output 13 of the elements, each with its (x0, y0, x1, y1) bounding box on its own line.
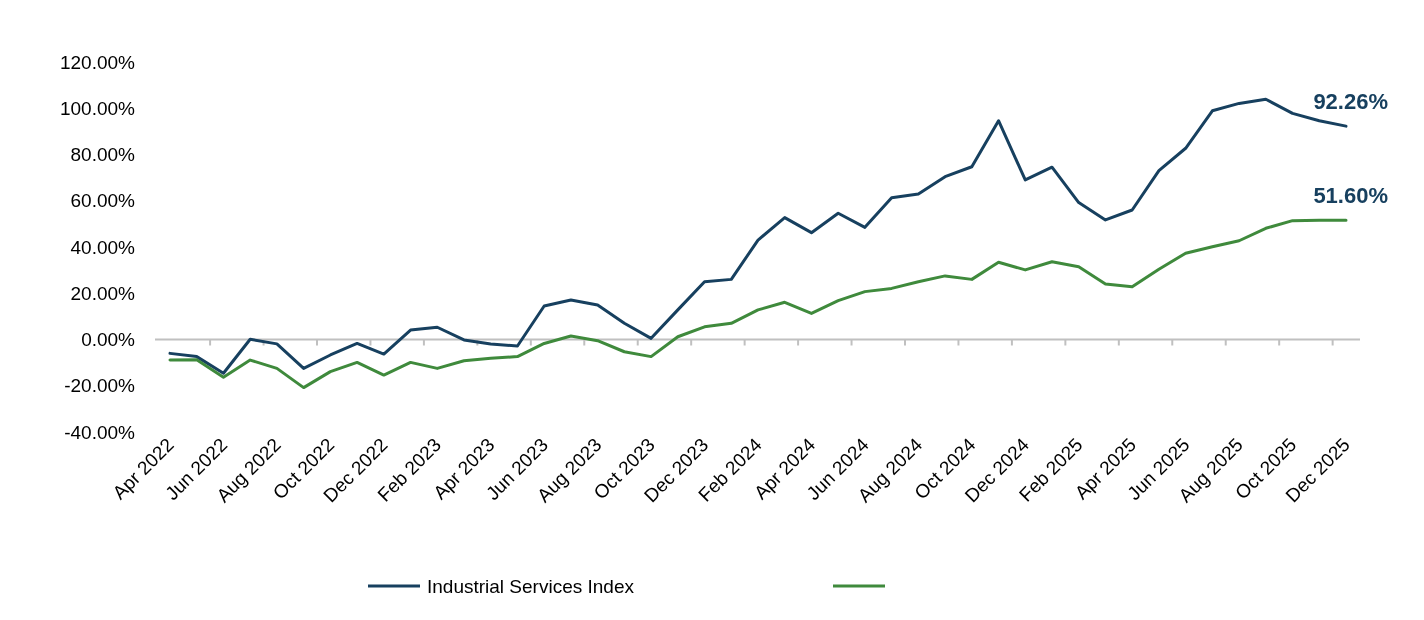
y-tick-label: 40.00% (70, 236, 136, 258)
y-tick-label: 60.00% (70, 190, 136, 212)
y-tick-label: -40.00% (64, 421, 136, 443)
y-tick-label: 100.00% (59, 97, 136, 119)
annotation: 92.26% (1313, 89, 1388, 115)
y-tick-label: 120.00% (59, 51, 136, 73)
y-tick-label: 0.00% (81, 329, 136, 351)
y-tick-label: -20.00% (64, 375, 136, 397)
legend-label: Industrial Services Index (427, 575, 635, 597)
y-tick-label: 20.00% (70, 282, 136, 304)
line-series (168, 218, 1348, 390)
y-tick-label: 80.00% (70, 144, 136, 166)
annotation: 51.60% (1313, 183, 1388, 209)
